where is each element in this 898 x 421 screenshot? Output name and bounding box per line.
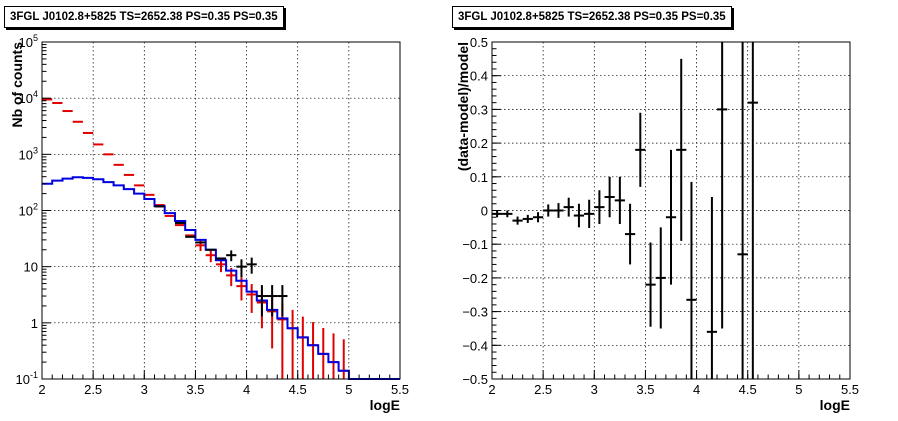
x-tick-label: 3: [141, 382, 148, 397]
y-tick-label: 0.4: [470, 69, 488, 84]
model-step-line: [42, 176, 400, 380]
data-point: [706, 197, 718, 379]
plot-marks: [492, 42, 758, 379]
data-point: [624, 203, 636, 265]
data-point: [543, 204, 554, 217]
x-axis-title: logE: [820, 397, 850, 413]
data-point: [655, 227, 666, 329]
y-axis-title: (data-model)/model: [455, 42, 471, 171]
data-point: [737, 42, 748, 379]
x-tick-label: 5: [795, 382, 802, 397]
y-tick-label: −0.5: [462, 372, 488, 387]
y-axis-title: Nb of counts: [9, 42, 25, 128]
y-tick-label: 0.1: [470, 170, 488, 185]
data-point: [563, 197, 574, 217]
x-tick-label: 5.5: [841, 382, 859, 397]
data-point: [594, 190, 605, 224]
x-axis-title: logE: [370, 397, 400, 413]
x-tick-label: 4.5: [289, 382, 307, 397]
data-point: [226, 250, 237, 262]
data-point: [604, 176, 615, 218]
right-panel-title: 3FGL J0102.8+5825 TS=2652.38 PS=0.35 PS=…: [452, 6, 732, 28]
x-tick-label: 2: [488, 382, 495, 397]
data-point: [502, 210, 513, 218]
y-tick-label: −0.2: [462, 271, 488, 286]
x-tick-label: 4: [243, 382, 250, 397]
data-point: [665, 149, 677, 285]
data-point: [522, 214, 533, 223]
data-point: [747, 42, 758, 379]
data-point: [267, 285, 278, 317]
left-panel-title: 3FGL J0102.8+5825 TS=2652.38 PS=0.35 PS=…: [4, 6, 284, 28]
y-tick-label: 10-1: [16, 370, 38, 387]
data-point: [236, 259, 247, 278]
y-tick-label: 0: [481, 204, 488, 219]
grid: [41, 42, 401, 379]
data-point: [338, 339, 349, 379]
x-tick-label: 2.5: [534, 382, 552, 397]
data-point: [246, 284, 257, 313]
data-point: [676, 58, 687, 241]
data-point: [205, 249, 216, 263]
x-tick-label: 3.5: [636, 382, 654, 397]
data-point: [717, 42, 728, 329]
y-tick-label: 1: [31, 316, 38, 331]
data-point: [645, 242, 656, 327]
y-tick-label: 102: [19, 202, 38, 219]
data-point: [328, 333, 339, 379]
y-tick-label: 0.3: [470, 102, 488, 117]
y-tick-label: 10: [24, 260, 38, 275]
data-point: [277, 285, 288, 317]
data-point: [553, 203, 564, 218]
data-point: [532, 212, 544, 223]
data-point: [512, 216, 523, 225]
y-tick-label: 103: [19, 145, 38, 162]
data-point: [584, 199, 595, 229]
x-tick-label: 3: [591, 382, 598, 397]
residuals-panel: 2 2.5 3 3.5 4 4.5 5 5.5 −0.5 −0.4 −0.3 −0.2 −0.1 0 0.1…: [455, 35, 859, 413]
x-tick-label: 4.5: [739, 382, 757, 397]
data-point: [614, 176, 625, 224]
plot-marks: [42, 98, 400, 380]
x-tick-label: 3.5: [186, 382, 204, 397]
y-tick-label: 0.5: [470, 35, 488, 50]
y-tick-label: 0.2: [470, 136, 488, 151]
ticks: 2 2.5 3 3.5 4 4.5 5 5.5 −0.5 −0.4 −0.3 −0.2 −0.1 0 0.1…: [462, 35, 859, 397]
data-point: [246, 257, 257, 274]
x-tick-label: 5: [345, 382, 352, 397]
y-tick-label: −0.4: [462, 338, 488, 353]
data-point: [573, 203, 585, 228]
data-point: [635, 112, 646, 187]
data-point: [287, 309, 298, 379]
data-point: [256, 285, 268, 317]
data-point: [297, 316, 308, 379]
y-tick-label: −0.3: [462, 305, 488, 320]
data-point: [492, 210, 503, 218]
x-tick-label: 2: [38, 382, 45, 397]
x-tick-label: 5.5: [391, 382, 409, 397]
data-point: [307, 322, 319, 379]
x-tick-label: 4: [693, 382, 700, 397]
x-tick-label: 2.5: [84, 382, 102, 397]
y-tick-label: −0.1: [462, 237, 488, 252]
data-point: [686, 181, 697, 379]
